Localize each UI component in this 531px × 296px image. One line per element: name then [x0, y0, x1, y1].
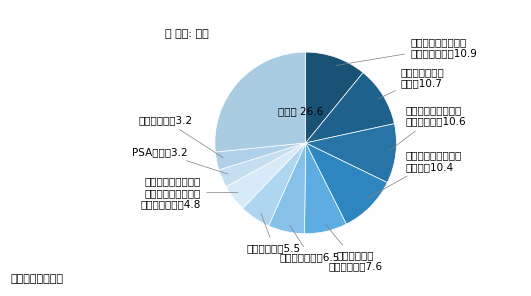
- Text: フォード（米）6.5: フォード（米）6.5: [280, 225, 340, 262]
- Text: 現代自動車グ
ループ（韓）7.6: 現代自動車グ ループ（韓）7.6: [326, 225, 383, 272]
- Wedge shape: [243, 143, 306, 226]
- Wedge shape: [269, 143, 306, 234]
- Wedge shape: [215, 143, 306, 170]
- Text: （ 単位: ％）: （ 単位: ％）: [165, 29, 209, 39]
- Text: ゼネラル・モーター
ズ（米）10.4: ゼネラル・モーター ズ（米）10.4: [366, 150, 462, 199]
- Wedge shape: [306, 52, 363, 143]
- Wedge shape: [304, 143, 346, 234]
- Text: 出典：フォーイン: 出典：フォーイン: [11, 274, 64, 284]
- Wedge shape: [215, 52, 306, 152]
- Wedge shape: [306, 143, 387, 224]
- Text: フォルクスワーゲン
グループ（独）10.9: フォルクスワーゲン グループ（独）10.9: [336, 37, 477, 65]
- Wedge shape: [219, 143, 306, 187]
- Text: ルノー・日産・三菱
自（仏・日）10.6: ルノー・日産・三菱 自（仏・日）10.6: [389, 105, 466, 151]
- Text: スズキ（日）3.2: スズキ（日）3.2: [138, 115, 223, 158]
- Text: PSA（仏）3.2: PSA（仏）3.2: [132, 147, 228, 174]
- Wedge shape: [226, 143, 306, 208]
- Wedge shape: [306, 73, 395, 143]
- Text: その他 26.6: その他 26.6: [278, 106, 324, 116]
- Text: トヨタグループ
（日）10.7: トヨタグループ （日）10.7: [378, 67, 445, 99]
- Text: ホンダ（日）5.5: ホンダ（日）5.5: [247, 213, 301, 253]
- Text: フィアット・クライ
スラー・オートモー
ビルズ（欧米）4.8: フィアット・クライ スラー・オートモー ビルズ（欧米）4.8: [141, 176, 238, 210]
- Wedge shape: [306, 124, 397, 183]
